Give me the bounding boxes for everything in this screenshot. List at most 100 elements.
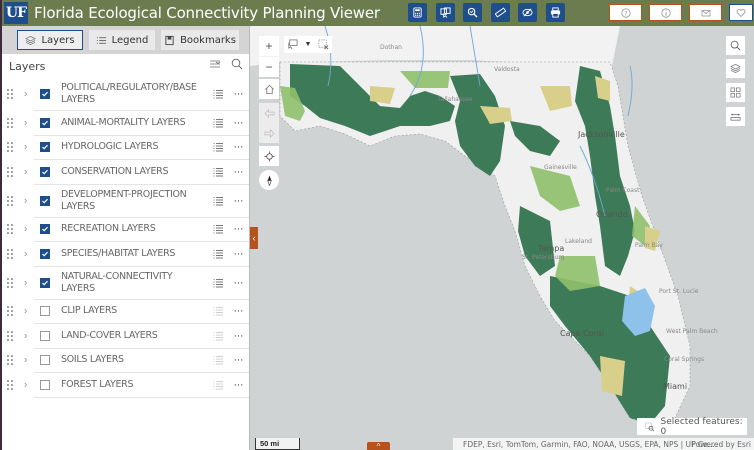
zoom-in-button[interactable]: + <box>259 36 279 56</box>
layer-visibility-checkbox[interactable] <box>40 306 50 317</box>
contact-button[interactable] <box>689 4 722 21</box>
layer-item[interactable]: › LAND-COVER LAYERS ··· <box>7 324 249 349</box>
expand-chevron-icon[interactable]: › <box>24 277 28 288</box>
more-options-icon[interactable]: ··· <box>233 247 244 260</box>
map-search-button[interactable] <box>726 36 745 55</box>
search-icon[interactable] <box>231 58 243 70</box>
map-view[interactable]: Dothan Valdosta Tallahassee Jacksonville Gai… <box>249 26 754 450</box>
layer-item[interactable]: › DEVELOPMENT-PROJECTION LAYERS ··· <box>7 185 249 218</box>
layer-item[interactable]: › HYDROLOGIC LAYERS ··· <box>7 136 249 160</box>
zoom-out-button[interactable]: − <box>259 57 279 77</box>
legend-list-icon[interactable] <box>213 278 223 288</box>
legend-list-icon[interactable] <box>213 380 223 390</box>
previous-extent-button[interactable] <box>259 103 279 123</box>
legend-list-icon[interactable] <box>213 355 223 365</box>
legend-list-icon[interactable] <box>213 331 223 341</box>
expand-chevron-icon[interactable]: › <box>24 117 28 129</box>
tab-layers[interactable]: Layers <box>17 30 83 50</box>
layer-visibility-checkbox[interactable] <box>40 89 50 99</box>
layer-item[interactable]: › SPECIES/HABITAT LAYERS ··· <box>7 242 249 267</box>
drag-handle-icon[interactable] <box>7 89 13 99</box>
layer-visibility-checkbox[interactable] <box>40 355 50 366</box>
print-button[interactable] <box>545 3 565 22</box>
more-options-icon[interactable]: ··· <box>233 116 244 129</box>
layer-visibility-checkbox[interactable] <box>40 330 50 341</box>
legend-list-icon[interactable] <box>213 142 223 152</box>
expand-chevron-icon[interactable]: › <box>24 305 28 317</box>
expand-chevron-icon[interactable]: › <box>24 248 28 260</box>
layer-visibility-checkbox[interactable] <box>40 166 50 177</box>
basemap-gallery-button[interactable] <box>726 83 745 102</box>
drag-handle-icon[interactable] <box>7 277 13 288</box>
locate-button[interactable] <box>259 146 279 166</box>
drag-handle-icon[interactable] <box>7 248 13 259</box>
expand-chevron-icon[interactable]: › <box>24 354 28 366</box>
favorite-button[interactable] <box>729 4 753 21</box>
layer-item[interactable]: › FOREST LAYERS ··· <box>7 373 249 398</box>
select-map-button[interactable] <box>435 3 455 22</box>
more-options-icon[interactable]: ··· <box>233 165 244 178</box>
layer-visibility-checkbox[interactable] <box>40 224 50 235</box>
clear-selection-icon[interactable] <box>318 39 329 50</box>
expand-chevron-icon[interactable]: › <box>24 88 28 100</box>
layer-visibility-checkbox[interactable] <box>40 379 50 390</box>
more-options-icon[interactable]: ··· <box>233 378 244 391</box>
expand-chevron-icon[interactable]: › <box>24 166 28 178</box>
tab-legend[interactable]: Legend <box>89 30 155 50</box>
drag-handle-icon[interactable] <box>7 306 13 317</box>
select-dropdown-caret[interactable]: ▼ <box>304 41 312 48</box>
more-options-icon[interactable]: ··· <box>233 141 244 154</box>
expand-chevron-icon[interactable]: › <box>24 141 28 153</box>
layer-visibility-checkbox[interactable] <box>40 277 50 288</box>
drag-handle-icon[interactable] <box>7 117 13 128</box>
layer-item[interactable]: › RECREATION LAYERS ··· <box>7 218 249 242</box>
collapse-all-icon[interactable] <box>209 58 221 70</box>
more-options-icon[interactable]: ··· <box>233 329 244 342</box>
expand-bottom-panel-button[interactable]: ^ <box>367 442 390 450</box>
drag-handle-icon[interactable] <box>7 195 13 206</box>
calculator-button[interactable] <box>408 3 427 22</box>
layer-item[interactable]: › POLITICAL/REGULATORY/BASE LAYERS ··· <box>7 78 249 111</box>
legend-list-icon[interactable] <box>213 167 223 177</box>
more-options-icon[interactable]: ··· <box>233 223 244 236</box>
drag-handle-icon[interactable] <box>7 142 13 153</box>
more-options-icon[interactable]: ··· <box>233 194 244 207</box>
next-extent-button[interactable] <box>259 123 279 143</box>
selected-features-panel[interactable]: Selected features: 0 <box>637 417 747 437</box>
layer-visibility-checkbox[interactable] <box>40 117 50 128</box>
collapse-panel-button[interactable]: ‹ <box>250 227 258 249</box>
expand-chevron-icon[interactable]: › <box>24 330 28 342</box>
more-options-icon[interactable]: ··· <box>233 305 244 318</box>
legend-list-icon[interactable] <box>213 196 223 206</box>
layer-item[interactable]: › CLIP LAYERS ··· <box>7 300 249 324</box>
swipe-button[interactable] <box>518 3 537 22</box>
home-button[interactable] <box>259 79 279 99</box>
powered-by-esri[interactable]: Powered by Esri <box>691 439 751 449</box>
layer-item[interactable]: › CONSERVATION LAYERS ··· <box>7 160 249 185</box>
expand-chevron-icon[interactable]: › <box>24 379 28 391</box>
drag-handle-icon[interactable] <box>7 355 13 366</box>
legend-list-icon[interactable] <box>213 249 223 259</box>
legend-list-icon[interactable] <box>213 306 223 316</box>
layer-item[interactable]: › SOILS LAYERS ··· <box>7 349 249 373</box>
layer-visibility-checkbox[interactable] <box>40 142 50 153</box>
basemap-button[interactable] <box>726 59 745 78</box>
layer-item[interactable]: › NATURAL-CONNECTIVITY LAYERS ··· <box>7 267 249 300</box>
measure-button[interactable] <box>490 3 510 22</box>
layer-visibility-checkbox[interactable] <box>40 248 50 259</box>
drag-handle-icon[interactable] <box>7 330 13 341</box>
more-options-icon[interactable]: ··· <box>233 354 244 367</box>
help-button[interactable]: ? <box>609 4 642 21</box>
legend-list-icon[interactable] <box>213 89 223 99</box>
layer-item[interactable]: › ANIMAL-MORTALITY LAYERS ··· <box>7 111 249 136</box>
more-options-icon[interactable]: ··· <box>233 88 244 100</box>
expand-chevron-icon[interactable]: › <box>24 195 28 206</box>
drag-handle-icon[interactable] <box>7 379 13 390</box>
about-button[interactable] <box>649 4 682 21</box>
drag-handle-icon[interactable] <box>7 224 13 235</box>
legend-list-icon[interactable] <box>213 118 223 128</box>
compass-button[interactable] <box>259 170 279 190</box>
tab-bookmarks[interactable]: Bookmarks <box>161 30 239 50</box>
legend-list-icon[interactable] <box>213 224 223 234</box>
map-attribution[interactable]: FDEP, Esri, TomTom, Garmin, FAO, NOAA, U… <box>453 438 754 450</box>
